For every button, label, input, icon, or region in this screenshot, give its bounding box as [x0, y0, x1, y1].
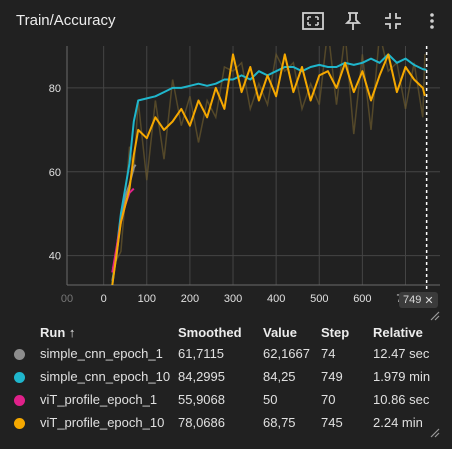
x-tick-label: 00 [61, 293, 73, 305]
legend-table: Run ↑ Smoothed Value Step Relative simpl… [14, 322, 443, 434]
run-color-dot[interactable] [14, 372, 25, 384]
legend-relative-cell: 12.47 sec [373, 346, 430, 361]
legend-run-cell: simple_cnn_epoch_10 [14, 365, 178, 388]
legend-smoothed-cell: 84,2995 [178, 369, 225, 384]
legend-value-cell: 50 [263, 392, 278, 407]
legend-relative-cell: 10.86 sec [373, 392, 430, 407]
y-tick-label: 60 [49, 167, 61, 179]
legend-row: viT_profile_epoch_10 78,0686 68,75 745 2.24 … [14, 411, 443, 434]
run-color-dot[interactable] [14, 349, 25, 361]
run-name: simple_cnn_epoch_1 [40, 346, 163, 361]
x-tick-label: 600 [353, 293, 371, 305]
run-name: viT_profile_epoch_10 [40, 415, 165, 430]
legend-step-cell: 70 [321, 392, 336, 407]
relative-header: Relative [373, 324, 423, 340]
resize-handle-icon[interactable] [428, 426, 440, 438]
close-icon[interactable]: ✕ [424, 294, 434, 307]
x-tick-label: 400 [267, 293, 285, 305]
x-tick-label: 500 [310, 293, 328, 305]
legend-row: viT_profile_epoch_1 55,9068 50 70 10.86 sec [14, 388, 443, 411]
legend-row: simple_cnn_epoch_1 61,7115 62,1667 74 12.47 … [14, 342, 443, 365]
hover-step-badge[interactable]: 749 ✕ [399, 292, 438, 308]
legend-step-cell: 745 [321, 415, 343, 430]
run-header[interactable]: Run ↑ [40, 324, 76, 340]
x-tick-label: 100 [138, 293, 156, 305]
pin-icon[interactable] [342, 10, 364, 32]
resize-handle-icon[interactable] [428, 309, 440, 321]
legend-value-cell: 84,25 [263, 369, 296, 384]
collapse-icon[interactable] [382, 10, 404, 32]
more-vert-icon[interactable] [421, 10, 443, 32]
y-tick-label: 40 [49, 251, 61, 263]
legend-relative-cell: 2.24 min [373, 415, 423, 430]
run-color-dot[interactable] [14, 395, 25, 407]
legend-smoothed-cell: 55,9068 [178, 392, 225, 407]
legend-run-cell: viT_profile_epoch_10 [14, 411, 178, 434]
run-color-dot[interactable] [14, 418, 25, 430]
legend-relative-cell: 1.979 min [373, 369, 431, 384]
legend-row: simple_cnn_epoch_10 84,2995 84,25 749 1.979 … [14, 365, 443, 388]
value-header: Value [263, 324, 297, 340]
step-header: Step [321, 324, 350, 340]
legend-value-cell: 62,1667 [263, 346, 310, 361]
legend-run-cell: simple_cnn_epoch_1 [14, 342, 178, 365]
legend-run-cell: viT_profile_epoch_1 [14, 388, 178, 411]
smoothed-header: Smoothed [178, 324, 242, 340]
y-tick-label: 80 [49, 83, 61, 95]
card-title: Train/Accuracy [16, 12, 116, 29]
x-tick-label: 0 [101, 293, 107, 305]
legend-step-cell: 749 [321, 369, 343, 384]
legend-smoothed-cell: 61,7115 [178, 346, 225, 361]
x-tick-label: 300 [224, 293, 242, 305]
series-line[interactable] [111, 53, 426, 285]
hover-step-value: 749 [403, 294, 422, 306]
run-name: simple_cnn_epoch_10 [40, 369, 171, 384]
legend-smoothed-cell: 78,0686 [178, 415, 225, 430]
legend-value-cell: 68,75 [263, 415, 296, 430]
x-tick-label: 200 [181, 293, 199, 305]
legend-header-row: Run ↑ Smoothed Value Step Relative [14, 322, 443, 342]
legend-step-cell: 74 [321, 346, 336, 361]
fit-domain-icon[interactable] [302, 10, 324, 32]
run-name: viT_profile_epoch_1 [40, 392, 158, 407]
line-chart[interactable]: 406080000100200300400500600700 [0, 40, 452, 315]
